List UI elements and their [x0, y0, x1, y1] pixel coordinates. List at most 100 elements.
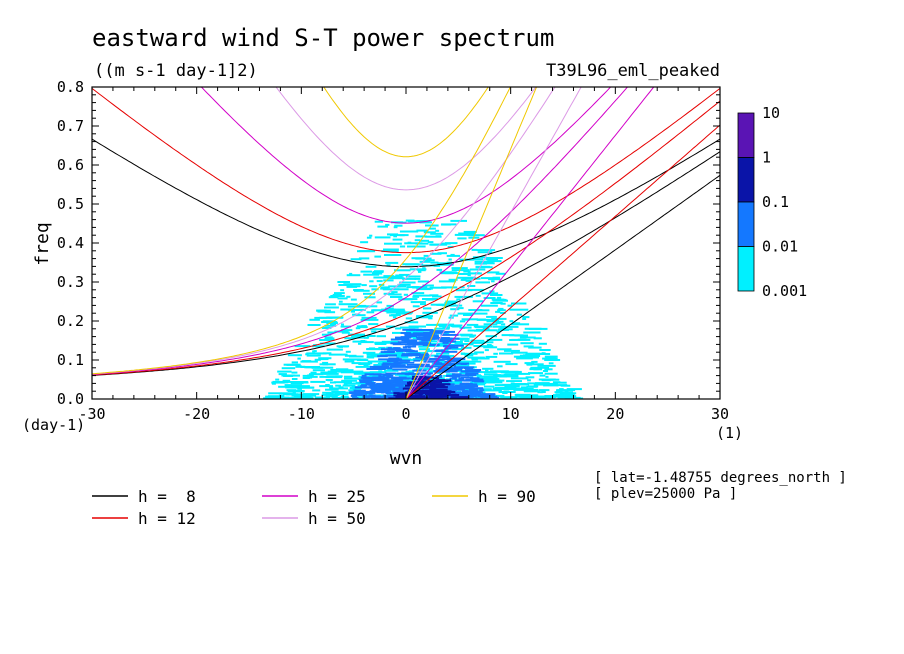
heat-cell [351, 370, 364, 373]
heat-cell [485, 376, 498, 379]
heat-cell [500, 323, 506, 326]
heat-cell [369, 234, 373, 237]
heat-cell [409, 328, 423, 331]
heat-cell [449, 346, 459, 349]
heat-cell [343, 375, 353, 378]
heat-cell [297, 357, 301, 360]
heat-cell [441, 304, 448, 307]
heat-cell [528, 346, 542, 349]
heat-cell [491, 280, 495, 283]
heat-cell [497, 365, 503, 368]
heat-cell [544, 359, 561, 361]
x-tick-label: -30 [78, 405, 105, 423]
heat-cell [343, 382, 357, 385]
heat-cell [419, 340, 438, 343]
heat-cell [559, 392, 577, 395]
heat-cell [399, 359, 409, 362]
heat-cell [467, 285, 476, 287]
heat-cell [430, 252, 442, 255]
heat-cell [343, 381, 349, 384]
heat-cell [297, 387, 302, 390]
heat-cell [348, 309, 366, 311]
heat-cell [306, 352, 324, 355]
heat-cell [335, 375, 339, 378]
heat-cell [486, 257, 503, 259]
annotation-lat: [ lat=-1.48755 degrees_north ] [594, 470, 847, 486]
heat-cell [390, 342, 402, 345]
heat-cell [427, 241, 434, 244]
heat-cell [465, 343, 474, 346]
heat-cell [337, 281, 350, 283]
heat-cell [451, 348, 465, 351]
heat-cell [360, 241, 369, 244]
heat-cell [344, 384, 356, 387]
heat-cell [515, 395, 525, 397]
heat-cell [443, 304, 463, 307]
heat-cell [395, 310, 406, 313]
heat-cell [367, 348, 381, 351]
heat-cell [411, 377, 430, 380]
heat-cell [545, 356, 556, 359]
heat-cell [496, 296, 502, 299]
heat-cell [444, 242, 458, 245]
heat-cell [291, 378, 298, 380]
heat-cell [412, 375, 427, 378]
heat-cell [430, 261, 439, 264]
heat-cell [533, 337, 542, 340]
heat-cell [353, 389, 366, 392]
heat-cell [411, 292, 425, 295]
heat-cell [539, 397, 544, 399]
heat-cell [441, 350, 458, 353]
heat-cell [515, 372, 522, 375]
heat-cell [395, 311, 414, 314]
heat-cell [330, 381, 337, 384]
y-tick-label: 0.3 [57, 273, 84, 291]
heat-cell [469, 335, 475, 338]
heat-cell [398, 298, 413, 301]
spectrum-heatmap [263, 219, 584, 399]
heat-cell [448, 258, 452, 261]
heat-cell [431, 395, 448, 398]
heat-cell [411, 257, 426, 260]
heat-cell [287, 390, 305, 392]
heat-cell [334, 392, 348, 395]
y-tick-label: 0.6 [57, 156, 84, 174]
heat-cell [400, 326, 419, 329]
heat-cell [454, 343, 469, 345]
heat-cell [418, 345, 429, 348]
heat-cell [470, 377, 480, 380]
heat-cell [522, 318, 527, 320]
heat-cell [456, 307, 464, 310]
heat-cell [363, 292, 375, 295]
heat-cell [505, 363, 518, 366]
heat-cell [312, 345, 325, 348]
curve-h50 [92, 87, 582, 399]
heat-cell [454, 233, 472, 236]
heat-cell [488, 375, 508, 378]
dispersion-curves [92, 87, 720, 399]
heat-cell [329, 371, 337, 374]
heat-cell [384, 369, 399, 372]
heat-cell [500, 370, 519, 373]
heat-cell [483, 346, 498, 349]
heat-cell [485, 335, 497, 338]
heat-cell [432, 337, 450, 339]
heat-cell [404, 336, 421, 339]
heat-cell [393, 308, 405, 311]
heat-cell [438, 263, 454, 266]
heat-cell [504, 349, 520, 352]
heat-cell [397, 341, 414, 344]
heat-cell [553, 394, 558, 397]
heat-cell [401, 354, 413, 357]
heat-cell [531, 360, 538, 363]
heat-cell [471, 395, 484, 398]
heat-cell [460, 278, 467, 281]
curve-h12 [92, 88, 720, 399]
heat-cell [461, 334, 477, 337]
heat-cell [472, 300, 484, 303]
heat-cell [271, 382, 276, 385]
heat-cell [294, 345, 311, 348]
heat-cell [492, 325, 506, 328]
heat-cell [366, 383, 373, 386]
heat-cell [285, 386, 304, 389]
